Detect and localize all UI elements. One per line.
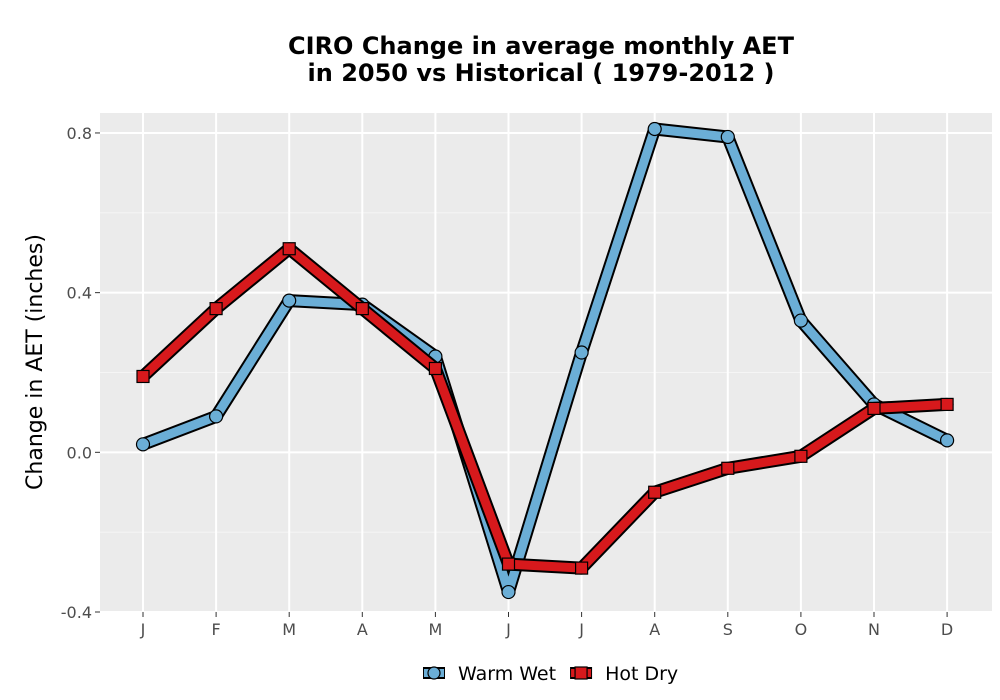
plot-panel	[100, 113, 992, 612]
data-point-hot-dry	[574, 561, 589, 575]
legend-label-warm-wet: Warm Wet	[458, 663, 556, 685]
series-layer	[135, 121, 955, 600]
chart-title-line-2: in 2050 vs Historical ( 1979-2012 )	[308, 59, 775, 87]
data-point-warm-wet	[501, 584, 516, 600]
series-line-warm-wet	[138, 124, 952, 597]
data-point-hot-dry	[501, 557, 516, 571]
data-point-hot-dry	[940, 397, 954, 412]
data-point-warm-wet	[793, 313, 809, 328]
data-point-hot-dry	[136, 369, 150, 384]
x-tick-label: F	[211, 620, 220, 639]
y-axis-title: Change in AET (inches)	[23, 234, 48, 490]
data-point-hot-dry	[282, 242, 296, 256]
x-tick-label: J	[505, 620, 511, 639]
x-tick-label: S	[723, 620, 733, 639]
data-point-warm-wet	[209, 409, 224, 424]
y-tick-label: 0.4	[67, 284, 92, 303]
chart-title-line-1: CIRO Change in average monthly AET	[288, 32, 795, 60]
x-tick-label: J	[140, 620, 146, 639]
legend-key-marker-hot-dry	[574, 666, 588, 680]
data-point-hot-dry	[794, 449, 808, 463]
legend-label-hot-dry: Hot Dry	[605, 663, 678, 685]
data-point-hot-dry	[721, 461, 735, 475]
legend-key-marker-warm-wet	[427, 666, 441, 680]
x-tick-label: J	[578, 620, 584, 639]
data-point-hot-dry	[428, 361, 442, 376]
y-tick-label: -0.4	[61, 603, 92, 622]
data-point-warm-wet	[720, 129, 735, 145]
y-tick-label: 0.0	[67, 443, 92, 462]
x-tick-label: D	[941, 620, 953, 639]
data-point-hot-dry	[867, 401, 881, 416]
y-tick-label: 0.8	[67, 124, 92, 143]
legend: Warm Wet Hot Dry	[423, 663, 678, 685]
data-point-warm-wet	[574, 345, 589, 360]
x-tick-label: O	[795, 620, 808, 639]
data-point-warm-wet	[939, 433, 955, 448]
y-axis: -0.4 0.0 0.4 0.8	[61, 124, 100, 622]
x-tick-label: M	[428, 620, 442, 639]
data-point-warm-wet	[135, 437, 151, 452]
data-point-warm-wet	[647, 121, 662, 137]
series-line-hot-dry	[138, 244, 952, 573]
x-tick-label: A	[649, 620, 660, 639]
data-point-hot-dry	[648, 485, 662, 499]
data-point-hot-dry	[209, 302, 223, 316]
data-point-hot-dry	[355, 302, 369, 316]
x-tick-label: A	[357, 620, 368, 639]
data-point-warm-wet	[282, 293, 297, 308]
x-tick-label: N	[868, 620, 880, 639]
x-tick-label: M	[282, 620, 296, 639]
